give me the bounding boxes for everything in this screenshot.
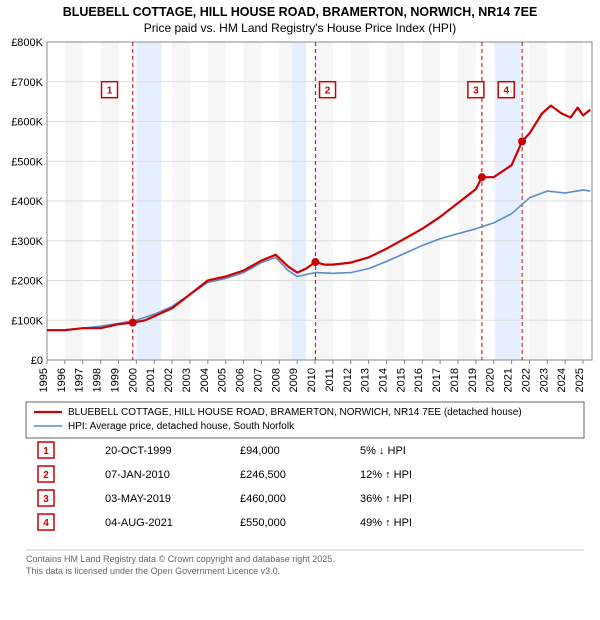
x-axis-label: 2020	[485, 368, 497, 392]
x-axis-label: 2001	[145, 368, 157, 392]
x-axis-label: 2006	[235, 368, 247, 392]
table-pct: 12% ↑ HPI	[360, 469, 412, 481]
table-marker-num: 2	[43, 470, 49, 481]
chart-container: { "title": "BLUEBELL COTTAGE, HILL HOUSE…	[0, 0, 600, 620]
y-axis-label: £0	[31, 355, 43, 367]
table-marker-num: 4	[43, 518, 49, 529]
chart-subtitle: Price paid vs. HM Land Registry's House …	[144, 21, 456, 35]
x-axis-label: 1996	[56, 368, 68, 392]
table-date: 20-OCT-1999	[105, 445, 172, 457]
x-axis-label: 2023	[538, 368, 550, 392]
y-axis-label: £800K	[11, 37, 43, 49]
table-date: 04-AUG-2021	[105, 517, 173, 529]
y-axis-label: £300K	[11, 236, 43, 248]
x-axis-label: 2004	[199, 368, 211, 392]
table-price: £246,500	[240, 469, 286, 481]
y-axis-label: £400K	[11, 196, 43, 208]
y-axis-label: £700K	[11, 77, 43, 89]
x-axis-label: 2016	[413, 368, 425, 392]
x-axis-label: 2013	[360, 368, 372, 392]
y-axis-label: £600K	[11, 117, 43, 129]
x-axis-label: 2009	[288, 368, 300, 392]
x-axis-label: 2024	[556, 368, 568, 392]
chart-title: BLUEBELL COTTAGE, HILL HOUSE ROAD, BRAME…	[63, 5, 538, 19]
marker-dot	[129, 319, 137, 327]
marker-dot	[311, 258, 319, 266]
marker-label-num: 4	[503, 86, 509, 97]
table-date: 03-MAY-2019	[105, 493, 171, 505]
marker-dot	[518, 137, 526, 145]
table-price: £460,000	[240, 493, 286, 505]
x-axis-label: 2010	[306, 368, 318, 392]
marker-label-num: 1	[107, 86, 113, 97]
y-axis-label: £200K	[11, 276, 43, 288]
table-date: 07-JAN-2010	[105, 469, 170, 481]
table-pct: 36% ↑ HPI	[360, 493, 412, 505]
x-axis-label: 2018	[449, 368, 461, 392]
x-axis-label: 2015	[395, 368, 407, 392]
marker-label-num: 3	[473, 86, 479, 97]
x-axis-label: 2008	[270, 368, 282, 392]
chart-svg: BLUEBELL COTTAGE, HILL HOUSE ROAD, BRAME…	[0, 0, 600, 620]
x-axis-label: 1999	[109, 368, 121, 392]
table-pct: 49% ↑ HPI	[360, 517, 412, 529]
marker-label-num: 2	[325, 86, 331, 97]
y-axis-label: £100K	[11, 315, 43, 327]
x-axis-label: 2014	[378, 368, 390, 392]
x-axis-label: 2002	[163, 368, 175, 392]
x-axis-label: 1998	[92, 368, 104, 392]
y-axis-label: £500K	[11, 156, 43, 168]
footer-line1: Contains HM Land Registry data © Crown c…	[26, 554, 335, 564]
x-axis-label: 2003	[181, 368, 193, 392]
table-marker-num: 1	[43, 446, 49, 457]
x-axis-label: 2022	[520, 368, 532, 392]
x-axis-label: 2005	[217, 368, 229, 392]
x-axis-label: 1995	[38, 368, 50, 392]
x-axis-label: 1997	[74, 368, 86, 392]
x-axis-label: 2017	[431, 368, 443, 392]
table-price: £94,000	[240, 445, 280, 457]
x-axis-label: 2007	[252, 368, 264, 392]
legend-label: BLUEBELL COTTAGE, HILL HOUSE ROAD, BRAME…	[68, 407, 522, 418]
footer-line2: This data is licensed under the Open Gov…	[26, 566, 280, 576]
legend-label: HPI: Average price, detached house, Sout…	[68, 421, 295, 432]
table-pct: 5% ↓ HPI	[360, 445, 406, 457]
x-axis-label: 2019	[467, 368, 479, 392]
x-axis-label: 2025	[574, 368, 586, 392]
x-axis-label: 2012	[342, 368, 354, 392]
x-axis-label: 2000	[127, 368, 139, 392]
table-price: £550,000	[240, 517, 286, 529]
table-marker-num: 3	[43, 494, 49, 505]
x-axis-label: 2011	[324, 368, 336, 392]
x-axis-label: 2021	[503, 368, 515, 392]
marker-dot	[478, 173, 486, 181]
